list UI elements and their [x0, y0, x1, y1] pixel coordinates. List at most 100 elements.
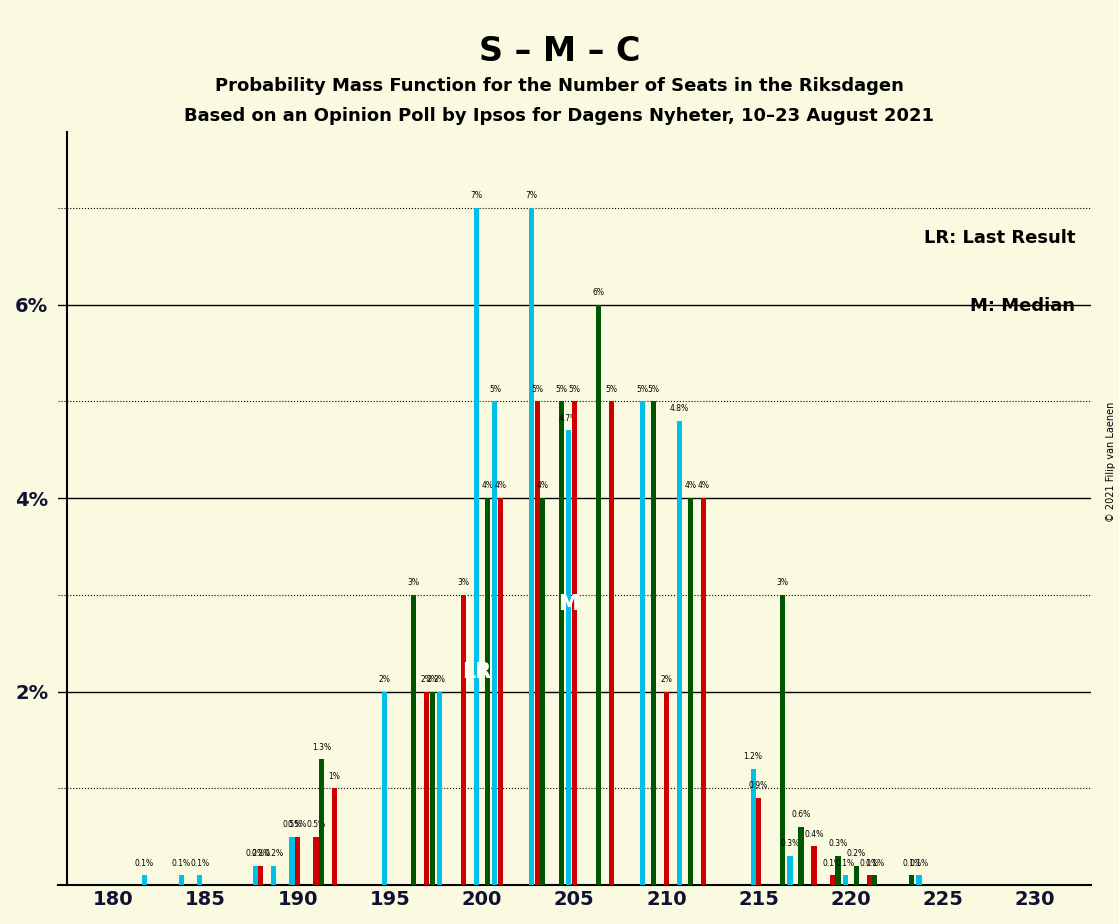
Text: 3%: 3%: [777, 578, 789, 587]
Text: 5%: 5%: [489, 384, 501, 394]
Text: 2%: 2%: [434, 675, 445, 684]
Bar: [332, 788, 337, 885]
Bar: [688, 498, 693, 885]
Text: Based on an Opinion Poll by Ipsos for Dagens Nyheter, 10–23 August 2021: Based on an Opinion Poll by Ipsos for Da…: [185, 107, 934, 125]
Text: 0.1%: 0.1%: [190, 858, 209, 868]
Bar: [609, 401, 613, 885]
Text: 0.1%: 0.1%: [822, 858, 841, 868]
Bar: [535, 401, 539, 885]
Bar: [197, 875, 203, 885]
Text: LR: Last Result: LR: Last Result: [923, 228, 1075, 247]
Bar: [640, 401, 645, 885]
Bar: [916, 875, 922, 885]
Text: 3%: 3%: [458, 578, 470, 587]
Bar: [529, 208, 535, 885]
Text: 0.1%: 0.1%: [910, 858, 929, 868]
Text: 2%: 2%: [426, 675, 439, 684]
Text: 0.3%: 0.3%: [828, 839, 847, 848]
Text: 6%: 6%: [592, 288, 604, 297]
Bar: [253, 866, 257, 885]
Text: 0.1%: 0.1%: [859, 858, 878, 868]
Bar: [572, 401, 576, 885]
Text: 4%: 4%: [697, 481, 709, 491]
Text: 5%: 5%: [555, 384, 567, 394]
Text: S – M – C: S – M – C: [479, 35, 640, 68]
Bar: [271, 866, 276, 885]
Bar: [473, 208, 479, 885]
Bar: [836, 857, 840, 885]
Text: 3%: 3%: [407, 578, 420, 587]
Text: LR: LR: [462, 662, 491, 682]
Text: 0.3%: 0.3%: [780, 839, 800, 848]
Text: 5%: 5%: [637, 384, 648, 394]
Text: M: M: [558, 594, 579, 614]
Bar: [651, 401, 656, 885]
Bar: [485, 498, 490, 885]
Bar: [319, 760, 325, 885]
Bar: [540, 498, 545, 885]
Text: 1%: 1%: [329, 772, 340, 781]
Bar: [843, 875, 848, 885]
Text: 0.2%: 0.2%: [251, 849, 271, 858]
Bar: [558, 401, 564, 885]
Bar: [290, 837, 294, 885]
Text: © 2021 Filip van Laenen: © 2021 Filip van Laenen: [1107, 402, 1116, 522]
Bar: [909, 875, 914, 885]
Bar: [780, 595, 786, 885]
Bar: [498, 498, 504, 885]
Text: 4%: 4%: [685, 481, 696, 491]
Text: 0.5%: 0.5%: [282, 820, 302, 829]
Bar: [756, 798, 761, 885]
Bar: [854, 866, 859, 885]
Bar: [830, 875, 835, 885]
Bar: [867, 875, 872, 885]
Bar: [313, 837, 319, 885]
Text: 4.7%: 4.7%: [560, 414, 579, 422]
Text: M: Median: M: Median: [970, 297, 1075, 314]
Bar: [788, 857, 792, 885]
Text: 4%: 4%: [495, 481, 507, 491]
Text: 5%: 5%: [532, 384, 544, 394]
Bar: [700, 498, 706, 885]
Text: 0.2%: 0.2%: [245, 849, 265, 858]
Bar: [872, 875, 877, 885]
Bar: [295, 837, 300, 885]
Bar: [811, 846, 817, 885]
Bar: [461, 595, 467, 885]
Bar: [751, 769, 755, 885]
Text: 0.1%: 0.1%: [135, 858, 154, 868]
Bar: [566, 431, 572, 885]
Text: 0.1%: 0.1%: [172, 858, 191, 868]
Text: 4%: 4%: [537, 481, 548, 491]
Text: 1.2%: 1.2%: [744, 752, 762, 761]
Text: 2%: 2%: [378, 675, 391, 684]
Text: 0.9%: 0.9%: [749, 782, 769, 790]
Text: 0.2%: 0.2%: [847, 849, 866, 858]
Bar: [677, 420, 681, 885]
Text: 1.3%: 1.3%: [312, 743, 331, 751]
Text: 0.4%: 0.4%: [805, 830, 824, 839]
Bar: [179, 875, 184, 885]
Text: 5%: 5%: [605, 384, 617, 394]
Text: 0.6%: 0.6%: [791, 810, 810, 820]
Text: 0.5%: 0.5%: [307, 820, 326, 829]
Text: Probability Mass Function for the Number of Seats in the Riksdagen: Probability Mass Function for the Number…: [215, 77, 904, 94]
Text: 2%: 2%: [660, 675, 673, 684]
Text: 2%: 2%: [421, 675, 433, 684]
Text: 0.1%: 0.1%: [902, 858, 921, 868]
Text: 7%: 7%: [470, 191, 482, 201]
Text: 0.2%: 0.2%: [264, 849, 283, 858]
Bar: [258, 866, 263, 885]
Bar: [438, 692, 442, 885]
Text: 0.5%: 0.5%: [288, 820, 308, 829]
Bar: [664, 692, 669, 885]
Bar: [142, 875, 147, 885]
Bar: [799, 827, 803, 885]
Bar: [382, 692, 387, 885]
Text: 7%: 7%: [526, 191, 538, 201]
Bar: [492, 401, 498, 885]
Text: 0.1%: 0.1%: [836, 858, 855, 868]
Bar: [424, 692, 430, 885]
Bar: [430, 692, 435, 885]
Text: 4.8%: 4.8%: [670, 404, 689, 413]
